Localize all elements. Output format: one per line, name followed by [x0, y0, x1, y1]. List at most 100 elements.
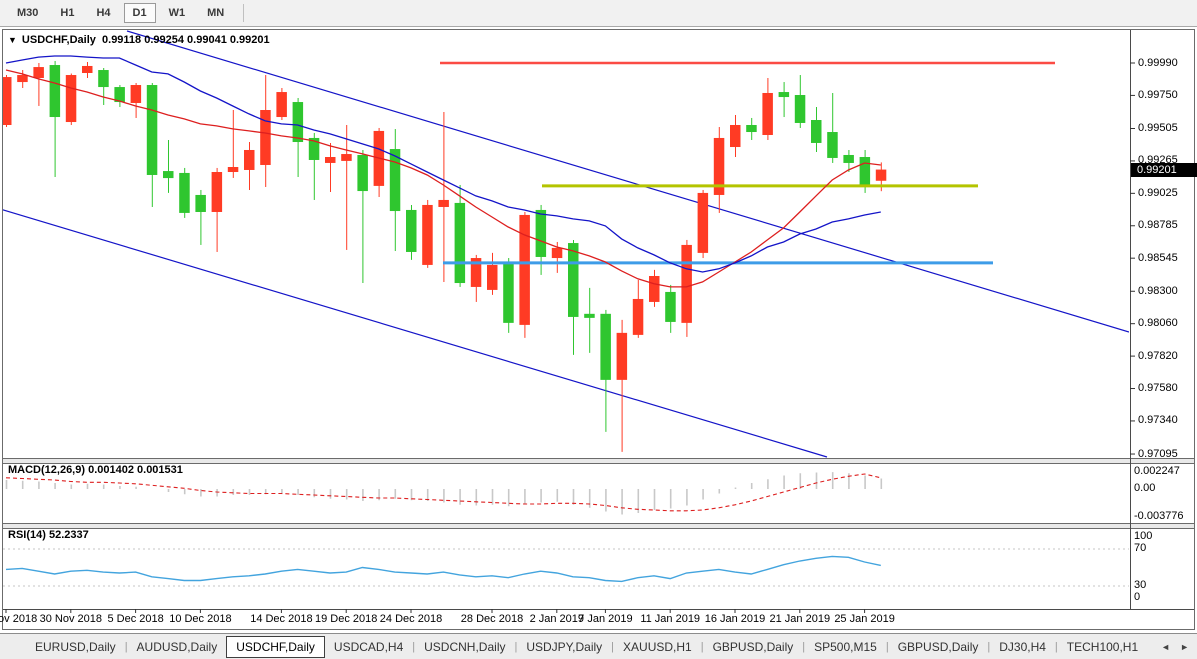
chart-ohlc-values: 0.99118 0.99254 0.99041 0.99201 — [102, 34, 270, 46]
candle-body — [535, 209, 547, 257]
date-axis-label: 25 Jan 2019 — [834, 613, 895, 625]
macd-pane[interactable] — [5, 472, 883, 515]
candle-body — [276, 92, 287, 118]
candle-body — [130, 85, 142, 103]
candle-body — [65, 75, 77, 123]
timeframe-toolbar: M30 H1 H4 D1 W1 MN — [0, 0, 1197, 27]
candle-body — [551, 247, 563, 259]
candle-body — [227, 167, 239, 173]
date-axis-label: 10 Dec 2018 — [169, 613, 232, 625]
date-axis-label: 26 Nov 2018 — [0, 613, 38, 625]
chart-tab-bar: EURUSD,Daily | AUDUSD,Daily USDCHF,Daily USD… — [0, 633, 1197, 659]
candle-body — [308, 137, 320, 160]
chart-window[interactable] — [2, 29, 1195, 630]
trend-channel-upper[interactable] — [126, 30, 1129, 333]
candle-body — [179, 172, 190, 213]
candle-body — [17, 75, 28, 83]
date-axis-label: 11 Jan 2019 — [640, 613, 701, 625]
chart-tab-dj30-h4[interactable]: DJ30,H4 — [999, 639, 1046, 654]
date-axis-label: 19 Dec 2018 — [314, 613, 378, 625]
chart-tab-usdcnh-daily[interactable]: USDCNH,Daily — [424, 639, 506, 654]
tab-scroll-arrows: ◄ ► — [1161, 642, 1189, 652]
chart-tab-audusd-daily[interactable]: AUDUSD,Daily — [136, 639, 218, 654]
pane-splitter-macd[interactable] — [3, 458, 1194, 464]
price-axis-label: 0.98545 — [1138, 251, 1178, 264]
candle-body — [811, 119, 822, 143]
candle-body — [730, 124, 741, 148]
candle-body — [422, 204, 433, 265]
tab-separator: | — [412, 640, 416, 653]
toolbar-separator — [243, 4, 245, 22]
chart-tab-tech100-h1[interactable]: TECH100,H1 — [1066, 639, 1139, 654]
candle-body — [713, 137, 725, 195]
price-axis-label: 0.98300 — [1138, 284, 1178, 297]
candle-body — [681, 244, 692, 323]
chart-tab-xauusd-h1[interactable]: XAUUSD,H1 — [623, 639, 692, 654]
timeframe-button-w1[interactable]: W1 — [168, 7, 186, 19]
candle-body — [503, 262, 514, 323]
tab-separator: | — [700, 640, 704, 653]
chart-tab-gbpusd-daily[interactable]: GBPUSD,Daily — [712, 639, 794, 654]
chart-tab-usdchf-daily[interactable]: USDCHF,Daily — [226, 635, 325, 658]
candle-body — [82, 65, 93, 73]
timeframe-button-h4[interactable]: H4 — [96, 7, 111, 19]
candle-body — [487, 264, 498, 290]
candle-body — [98, 70, 109, 88]
candle-body — [616, 332, 628, 380]
price-axis-label: 0.99265 — [1138, 154, 1178, 167]
rsi-line — [5, 555, 881, 583]
chart-tab-usdjpy-daily[interactable]: USDJPY,Daily — [526, 639, 603, 654]
date-axis-label: 14 Dec 2018 — [250, 613, 313, 625]
tab-separator: | — [802, 640, 806, 653]
chart-tab-sp500-m15[interactable]: SP500,M15 — [814, 639, 877, 654]
date-axis-label: 2 Jan 2019 — [529, 613, 585, 625]
candle-body — [762, 92, 773, 135]
candle-body — [875, 169, 887, 181]
price-axis-label: 0.99750 — [1138, 88, 1178, 101]
macd-label: MACD(12,26,9) 0.001402 0.001531 — [8, 464, 183, 476]
timeframe-button-mn[interactable]: MN — [207, 7, 225, 19]
candle-body — [406, 209, 417, 252]
tab-separator: | — [885, 640, 889, 653]
candle-body — [341, 154, 352, 161]
candle-body — [746, 124, 757, 133]
candle-body — [260, 110, 271, 165]
candle-body — [568, 243, 579, 317]
date-axis-label: 30 Nov 2018 — [39, 613, 102, 625]
rsi-label: RSI(14) 52.2337 — [8, 529, 89, 541]
tab-separator: | — [514, 640, 518, 653]
price-pane[interactable] — [0, 30, 1129, 458]
candle-body — [632, 298, 644, 335]
ma-slow-blue-line — [5, 55, 881, 273]
macd-axis-label: -0.003776 — [1134, 510, 1184, 523]
chart-dropdown-icon[interactable]: ▼ — [8, 35, 17, 45]
macd-axis-label: 0.00 — [1134, 482, 1156, 494]
rsi-axis-label: 70 — [1134, 542, 1147, 554]
tab-scroll-left-icon[interactable]: ◄ — [1161, 641, 1171, 652]
timeframe-button-d1[interactable]: D1 — [123, 3, 156, 23]
rsi-pane[interactable] — [3, 548, 1129, 587]
candle-body — [794, 95, 806, 123]
chart-title[interactable]: ▼ USDCHF,Daily 0.99118 0.99254 0.99041 0.… — [8, 34, 270, 46]
ma-fast-red-line — [5, 69, 881, 288]
candle-body — [211, 172, 223, 212]
candle-body — [163, 171, 174, 179]
date-axis-label: 24 Dec 2018 — [379, 613, 443, 625]
timeframe-button-m30[interactable]: M30 — [17, 7, 39, 19]
trend-channel-lower[interactable] — [0, 209, 828, 458]
price-axis-label: 0.99505 — [1138, 122, 1178, 134]
chart-tab-gbpusd-daily[interactable]: GBPUSD,Daily — [897, 639, 979, 654]
candle-body — [114, 87, 125, 103]
timeframe-button-h1[interactable]: H1 — [60, 7, 75, 19]
candle-body — [470, 258, 482, 287]
tab-separator: | — [1054, 640, 1058, 653]
pane-splitter-rsi[interactable] — [3, 523, 1194, 529]
candle-body — [33, 67, 44, 78]
current-price-tag: 0.99201 — [1131, 163, 1197, 177]
chart-tab-eurusd-daily[interactable]: EURUSD,Daily — [35, 639, 116, 654]
rsi-axis-label: 0 — [1134, 591, 1141, 603]
tab-scroll-right-icon[interactable]: ► — [1180, 641, 1189, 652]
chart-tab-usdcad-h4[interactable]: USDCAD,H4 — [333, 639, 404, 654]
